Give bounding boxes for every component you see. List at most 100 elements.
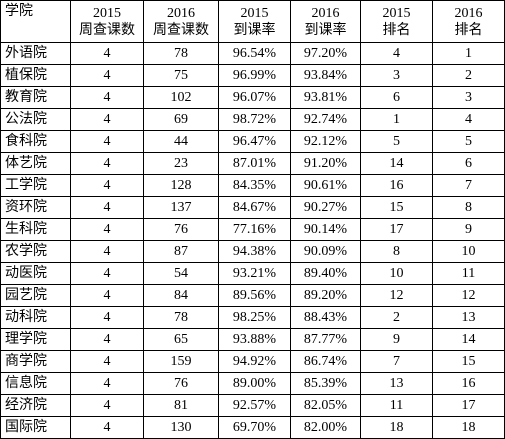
header-text: 到课率 xyxy=(304,22,347,38)
table-cell: 92.57% xyxy=(218,394,291,417)
table-cell: 14 xyxy=(432,328,505,351)
table-cell: 4 xyxy=(70,350,144,373)
table-cell: 92.12% xyxy=(290,130,361,153)
table-body: 外语院 4 78 96.54% 97.20% 4 1 植保院 4 75 96.99% 93.84% 3 2… xyxy=(0,42,505,439)
header-row: 学院 2015 周查课数 2016 周查课数 2015 到课率 2016 到课率 2015 排名 20… xyxy=(0,0,505,43)
table-cell: 92.74% xyxy=(290,108,361,131)
table-cell: 89.40% xyxy=(290,262,361,285)
table-cell: 资环院 xyxy=(0,196,71,219)
table-cell: 69 xyxy=(143,108,219,131)
table-cell: 86.74% xyxy=(290,350,361,373)
table-row: 园艺院 4 84 89.56% 89.20% 12 12 xyxy=(0,284,505,307)
table-cell: 5 xyxy=(432,130,505,153)
table-cell: 8 xyxy=(432,196,505,219)
table-cell: 89.56% xyxy=(218,284,291,307)
table-cell: 14 xyxy=(360,152,433,175)
table-cell: 商学院 xyxy=(0,350,71,373)
table-cell: 76 xyxy=(143,372,219,395)
table-cell: 16 xyxy=(360,174,433,197)
table-cell: 2 xyxy=(432,64,505,87)
table-cell: 82.05% xyxy=(290,394,361,417)
table-cell: 78 xyxy=(143,42,219,65)
table-cell: 44 xyxy=(143,130,219,153)
table-cell: 4 xyxy=(360,42,433,65)
table-cell: 4 xyxy=(70,174,144,197)
table-cell: 外语院 xyxy=(0,42,71,65)
table-row: 经济院 4 81 92.57% 82.05% 11 17 xyxy=(0,394,505,417)
table-cell: 7 xyxy=(360,350,433,373)
table-cell: 10 xyxy=(360,262,433,285)
table-cell: 15 xyxy=(432,350,505,373)
table-cell: 3 xyxy=(360,64,433,87)
table-cell: 食科院 xyxy=(0,130,71,153)
table-cell: 97.20% xyxy=(290,42,361,65)
table-cell: 4 xyxy=(70,372,144,395)
table-row: 理学院 4 65 93.88% 87.77% 9 14 xyxy=(0,328,505,351)
table-cell: 89.00% xyxy=(218,372,291,395)
table-row: 外语院 4 78 96.54% 97.20% 4 1 xyxy=(0,42,505,65)
table-cell: 98.25% xyxy=(218,306,291,329)
table-cell: 90.14% xyxy=(290,218,361,241)
table-cell: 9 xyxy=(432,218,505,241)
table-row: 商学院 4 159 94.92% 86.74% 7 15 xyxy=(0,350,505,373)
table-cell: 84 xyxy=(143,284,219,307)
table-cell: 10 xyxy=(432,240,505,263)
table-cell: 4 xyxy=(70,262,144,285)
table-row: 农学院 4 87 94.38% 90.09% 8 10 xyxy=(0,240,505,263)
header-text: 2016 xyxy=(167,5,195,21)
table-cell: 88.43% xyxy=(290,306,361,329)
table-cell: 4 xyxy=(70,130,144,153)
table-header: 学院 2015 周查课数 2016 周查课数 2015 到课率 2016 到课率 2015 排名 20… xyxy=(0,0,505,43)
table-cell: 体艺院 xyxy=(0,152,71,175)
table-cell: 90.09% xyxy=(290,240,361,263)
header-text: 周查课数 xyxy=(153,22,209,38)
table-cell: 4 xyxy=(70,86,144,109)
header-cell: 2016 到课率 xyxy=(290,0,361,43)
table-cell: 54 xyxy=(143,262,219,285)
table-cell: 教育院 xyxy=(0,86,71,109)
header-text: 到课率 xyxy=(233,22,276,38)
table-cell: 动医院 xyxy=(0,262,71,285)
header-text: 排名 xyxy=(382,22,411,38)
table-cell: 23 xyxy=(143,152,219,175)
table-cell: 15 xyxy=(360,196,433,219)
table-cell: 98.72% xyxy=(218,108,291,131)
table-cell: 93.88% xyxy=(218,328,291,351)
table-cell: 国际院 xyxy=(0,416,71,439)
table-cell: 4 xyxy=(70,196,144,219)
table-cell: 96.99% xyxy=(218,64,291,87)
table-cell: 18 xyxy=(360,416,433,439)
table-cell: 96.47% xyxy=(218,130,291,153)
table-cell: 9 xyxy=(360,328,433,351)
table-cell: 17 xyxy=(360,218,433,241)
table-cell: 65 xyxy=(143,328,219,351)
header-text: 2015 xyxy=(240,5,269,21)
table-cell: 生科院 xyxy=(0,218,71,241)
table-cell: 动科院 xyxy=(0,306,71,329)
table-cell: 4 xyxy=(70,394,144,417)
table-row: 生科院 4 76 77.16% 90.14% 17 9 xyxy=(0,218,505,241)
table-row: 教育院 4 102 96.07% 93.81% 6 3 xyxy=(0,86,505,109)
table-cell: 102 xyxy=(143,86,219,109)
table-row: 动科院 4 78 98.25% 88.43% 2 13 xyxy=(0,306,505,329)
table-cell: 90.27% xyxy=(290,196,361,219)
header-cell: 2015 到课率 xyxy=(218,0,291,43)
table-cell: 4 xyxy=(70,42,144,65)
table-cell: 4 xyxy=(432,108,505,131)
table-cell: 93.21% xyxy=(218,262,291,285)
table-cell: 4 xyxy=(70,306,144,329)
header-text: 排名 xyxy=(454,22,483,38)
table-cell: 4 xyxy=(70,152,144,175)
table-cell: 84.35% xyxy=(218,174,291,197)
header-text: 2016 xyxy=(454,5,483,21)
table-cell: 经济院 xyxy=(0,394,71,417)
table-cell: 77.16% xyxy=(218,218,291,241)
table-cell: 85.39% xyxy=(290,372,361,395)
table-cell: 89.20% xyxy=(290,284,361,307)
table-cell: 植保院 xyxy=(0,64,71,87)
table-cell: 17 xyxy=(432,394,505,417)
table-cell: 90.61% xyxy=(290,174,361,197)
table-cell: 7 xyxy=(432,174,505,197)
table-cell: 96.07% xyxy=(218,86,291,109)
